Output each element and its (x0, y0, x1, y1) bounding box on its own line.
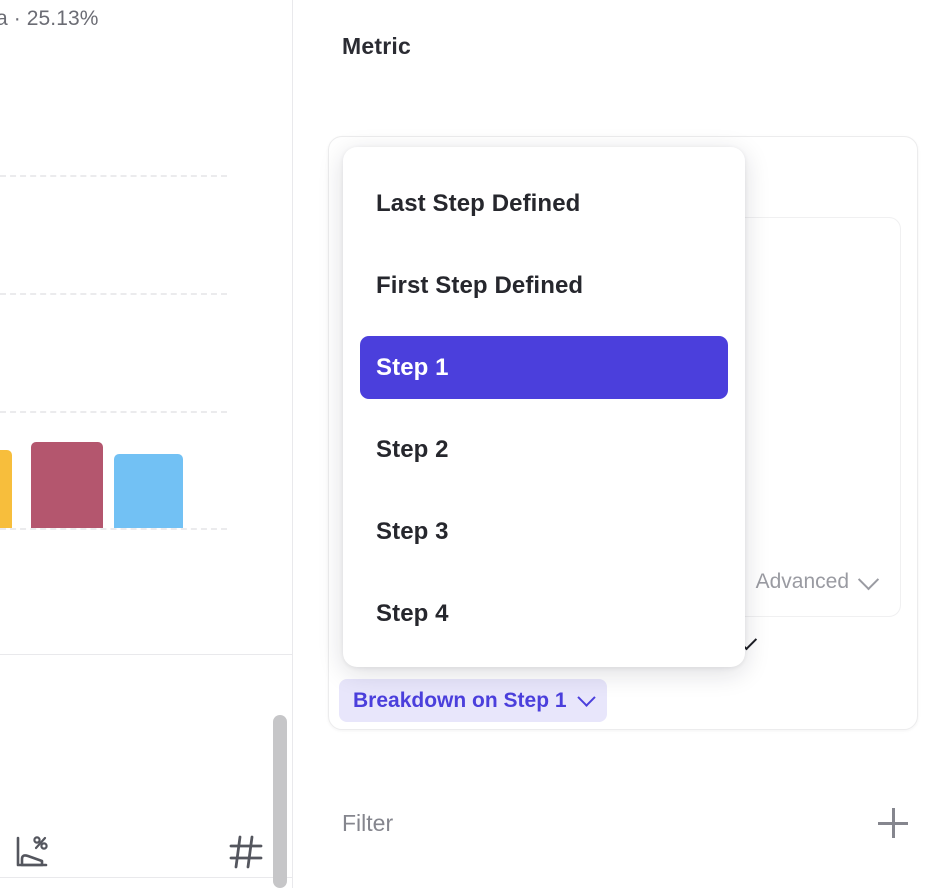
chart-panel: a · 25.13% (0, 0, 293, 888)
bar-group (0, 228, 292, 528)
chart-toolbar (0, 660, 292, 870)
breakdown-chip-label: Breakdown on Step 1 (353, 688, 567, 712)
dropdown-option-label: Step 2 (376, 435, 449, 463)
bar-chart (0, 60, 292, 654)
advanced-label: Advanced (755, 570, 849, 593)
breakdown-chip[interactable]: Breakdown on Step 1 (339, 679, 607, 722)
gridline (0, 411, 227, 413)
dropdown-option[interactable]: Step 4 (360, 582, 728, 645)
dropdown-option[interactable]: Step 2 (360, 418, 728, 481)
plus-icon[interactable] (878, 808, 908, 838)
chevron-down-icon (857, 568, 880, 590)
hash-grid-icon[interactable] (222, 828, 270, 876)
panel-divider (0, 654, 292, 655)
percentage-chart-icon[interactable] (8, 828, 56, 876)
dropdown-option[interactable]: First Step Defined (360, 254, 728, 317)
advanced-button[interactable]: Advanced (755, 568, 880, 594)
vertical-scrollbar[interactable] (271, 660, 289, 888)
dropdown-option[interactable]: Last Step Defined (360, 172, 728, 235)
chart-legend: a · 25.13% (0, 2, 292, 36)
gridline (0, 175, 227, 177)
bar-item[interactable] (31, 442, 103, 528)
filter-label: Filter (342, 809, 394, 836)
bar-item[interactable] (114, 454, 183, 528)
bar-item[interactable] (0, 450, 12, 528)
dropdown-option-label: Last Step Defined (376, 189, 581, 217)
legend-label: a · 25.13% (0, 7, 99, 30)
dropdown-option-selected[interactable]: Step 1 (360, 336, 728, 399)
filter-row: Filter (328, 795, 918, 851)
section-title-metric: Metric (342, 33, 411, 59)
dropdown-list: Last Step Defined First Step Defined Ste… (343, 147, 745, 645)
dropdown-option-label: Step 1 (376, 353, 449, 381)
gridline (0, 293, 227, 295)
panel-divider-bottom (0, 877, 292, 878)
dropdown-option-label: Step 3 (376, 517, 449, 545)
axis-baseline (0, 528, 227, 530)
dropdown-option-label: Step 4 (376, 599, 449, 627)
step-select-dropdown[interactable]: Last Step Defined First Step Defined Ste… (343, 147, 745, 667)
scrollbar-thumb[interactable] (273, 715, 287, 888)
dropdown-option[interactable]: Step 3 (360, 500, 728, 563)
chevron-down-icon (576, 688, 596, 707)
dropdown-option-label: First Step Defined (376, 271, 584, 299)
